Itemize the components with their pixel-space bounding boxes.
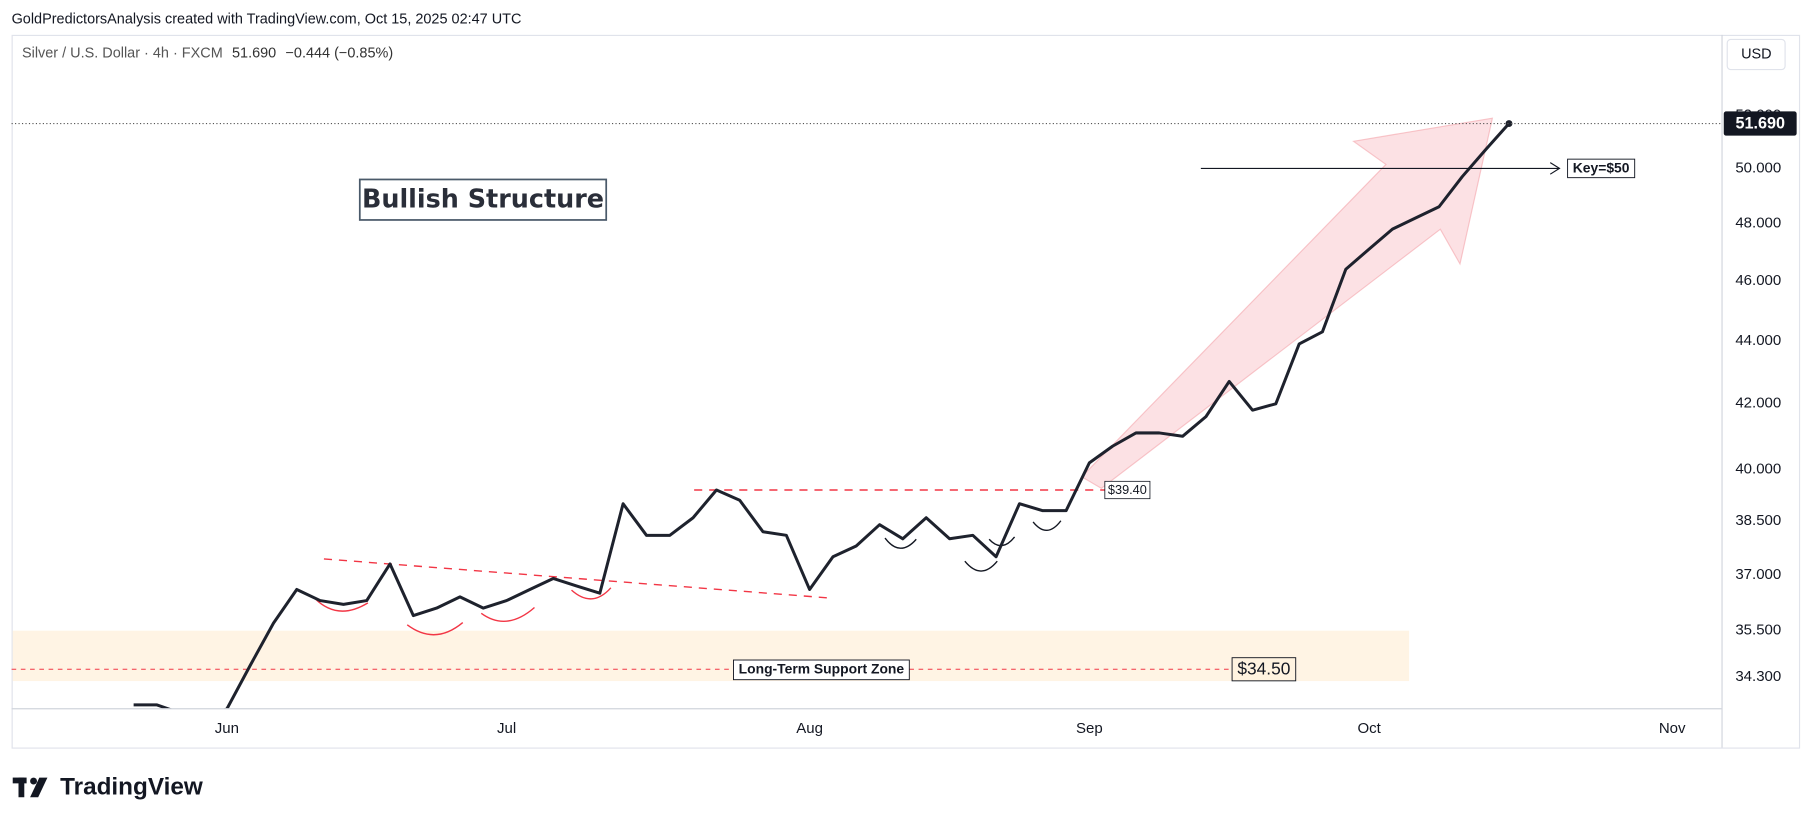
y-tick-label: 44.000 — [1735, 332, 1781, 349]
arrow-layer — [1080, 117, 1494, 490]
trendline — [323, 558, 834, 599]
y-tick-label: 50.000 — [1735, 159, 1781, 176]
y-tick-label: 42.000 — [1735, 395, 1781, 412]
header: GoldPredictorsAnalysis created with Trad… — [12, 12, 522, 28]
arc — [480, 606, 535, 622]
x-tick-label: Aug — [796, 720, 823, 737]
chart-frame — [11, 34, 1801, 749]
bullish-arrow — [1080, 117, 1494, 490]
currency[interactable]: USD — [1741, 46, 1772, 62]
change: −0.444 (−0.85%) — [285, 45, 393, 61]
annotation: Bullish Structure — [362, 184, 604, 214]
pattern-drawings — [314, 520, 1062, 636]
symbol: Silver / U.S. Dollar · 4h · FXCM — [22, 45, 223, 61]
footer-brand: TradingView — [60, 773, 203, 800]
arc — [571, 587, 612, 600]
annotation-box — [1567, 158, 1636, 179]
arc — [964, 560, 998, 572]
arc — [884, 537, 917, 549]
price-label-box — [1723, 111, 1797, 136]
symbol-info: Silver / U.S. Dollar · 4h · FXCM 51.690 −0… — [22, 45, 393, 61]
last-point — [1505, 120, 1513, 128]
y-tick-label: 46.000 — [1735, 272, 1781, 289]
arc — [1032, 520, 1062, 531]
support-zone — [12, 630, 1410, 682]
annotation: $34.50 — [1237, 658, 1290, 678]
key-arrowhead — [1549, 162, 1561, 175]
annotation-box — [1231, 657, 1297, 682]
annotation-box — [1104, 480, 1151, 500]
annotation-box — [358, 178, 608, 221]
x-tick-label: Oct — [1357, 720, 1381, 737]
annotation-box — [733, 659, 910, 681]
arc — [314, 597, 369, 612]
currency-button[interactable] — [1726, 38, 1786, 71]
close: 51.690 — [232, 45, 276, 61]
annotation: Long-Term Support Zone — [739, 661, 905, 677]
logo-part — [30, 777, 48, 798]
y-tick-label: 40.000 — [1735, 461, 1781, 478]
footer-logo — [12, 777, 48, 798]
y-tick-label: 38.500 — [1735, 512, 1781, 529]
y-tick-label: 37.000 — [1735, 566, 1781, 583]
y-tick-label: 35.500 — [1735, 622, 1781, 639]
x-tick-label: Sep — [1076, 720, 1103, 737]
annotation: $39.40 — [1108, 482, 1147, 497]
annotation: Key=$50 — [1573, 160, 1630, 176]
x-tick-label: Jun — [215, 720, 239, 737]
x-tick-label: Jul — [497, 720, 516, 737]
arc — [406, 622, 464, 636]
price-line — [133, 122, 1511, 709]
x-tick-label: Nov — [1659, 720, 1686, 737]
logo-part — [18, 777, 25, 798]
y-tick-label: 48.000 — [1735, 214, 1781, 231]
logo-part — [30, 777, 38, 785]
price-label: 51.690 — [1735, 114, 1785, 132]
y-tick-label: 34.300 — [1735, 668, 1781, 685]
